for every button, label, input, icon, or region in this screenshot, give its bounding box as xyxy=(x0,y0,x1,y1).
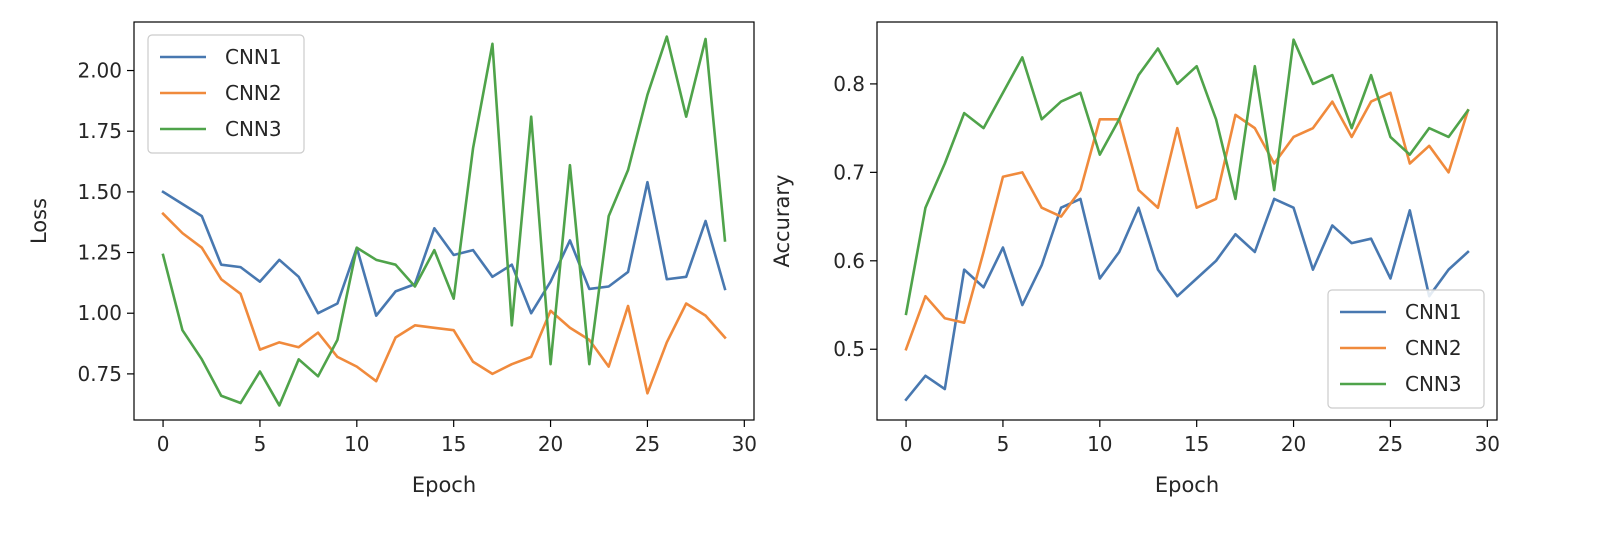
series-line-cnn2 xyxy=(161,211,727,395)
y-tick-label: 1.25 xyxy=(77,241,122,265)
legend-label-cnn3: CNN3 xyxy=(225,117,282,141)
y-tick-label: 0.75 xyxy=(77,362,122,386)
x-tick-label: 5 xyxy=(997,432,1010,456)
series-line-cnn1 xyxy=(904,197,1470,402)
y-tick-label: 0.7 xyxy=(833,160,865,184)
x-tick-label: 15 xyxy=(1184,432,1209,456)
x-axis-label: Epoch xyxy=(412,473,476,497)
plot-area-frame xyxy=(133,21,755,421)
series-line-cnn1 xyxy=(161,180,727,317)
legend-box xyxy=(1327,289,1485,409)
x-tick-label: 20 xyxy=(1281,432,1306,456)
y-axis-label: Accurary xyxy=(770,175,794,268)
legend: CNN1 CNN2 CNN3 xyxy=(1327,289,1485,409)
x-tick-label: 30 xyxy=(732,432,757,456)
chart-panel-1: 0 5 10 15 20 25 30 0.75 1.00 1.25 1.50 1.75 2.00 Epoc… xyxy=(27,21,757,497)
y-tick-label: 2.00 xyxy=(77,59,122,83)
legend-label-cnn1: CNN1 xyxy=(1405,300,1462,324)
series-line-cnn2 xyxy=(904,91,1470,351)
y-tick-label: 1.50 xyxy=(77,180,122,204)
y-tick-label: 1.00 xyxy=(77,301,122,325)
legend-label-cnn3: CNN3 xyxy=(1405,372,1462,396)
legend-label-cnn1: CNN1 xyxy=(225,45,282,69)
x-tick-label: 0 xyxy=(157,432,170,456)
x-tick-label: 0 xyxy=(900,432,913,456)
x-axis-label: Epoch xyxy=(1155,473,1219,497)
plot-area-frame xyxy=(876,21,1498,421)
legend-label-cnn2: CNN2 xyxy=(1405,336,1462,360)
chart-panel-2: 0 5 10 15 20 25 30 0.5 0.6 0.7 0.8 Epoch Accurary CNN… xyxy=(770,21,1500,497)
x-tick-label: 25 xyxy=(1378,432,1403,456)
x-tick-label: 25 xyxy=(635,432,660,456)
x-tick-label: 10 xyxy=(344,432,369,456)
legend-label-cnn2: CNN2 xyxy=(225,81,282,105)
x-tick-label: 5 xyxy=(254,432,267,456)
legend: CNN1 CNN2 CNN3 xyxy=(147,34,305,154)
y-tick-label: 0.8 xyxy=(833,72,865,96)
series-line-cnn3 xyxy=(904,38,1470,316)
legend-box xyxy=(147,34,305,154)
y-axis-label: Loss xyxy=(27,198,51,244)
series-line-cnn3 xyxy=(161,35,727,407)
y-tick-label: 0.5 xyxy=(833,337,865,361)
x-tick-label: 15 xyxy=(441,432,466,456)
x-tick-label: 30 xyxy=(1475,432,1500,456)
x-tick-label: 20 xyxy=(538,432,563,456)
x-tick-label: 10 xyxy=(1087,432,1112,456)
y-tick-label: 1.75 xyxy=(77,119,122,143)
y-tick-label: 0.6 xyxy=(833,249,865,273)
